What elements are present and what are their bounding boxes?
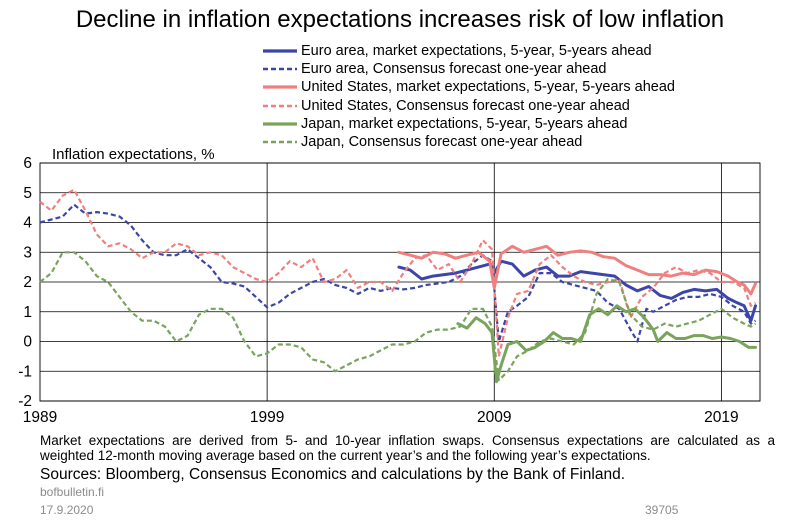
series-line — [39, 188, 757, 358]
series-line — [456, 304, 757, 384]
y-tick-label: 6 — [23, 155, 32, 172]
legend-swatch — [263, 68, 297, 71]
y-tick-label: -1 — [18, 363, 32, 380]
legend-item: Euro area, market expectations, 5-year, … — [262, 42, 675, 60]
legend-swatch — [263, 140, 297, 144]
x-tick-label: 1989 — [23, 409, 57, 426]
series-line — [397, 244, 757, 296]
y-tick-label: 5 — [23, 185, 32, 202]
legend-swatch — [263, 122, 297, 126]
series-line — [397, 259, 757, 323]
legend-label: United States, Consensus forecast one-ye… — [301, 97, 630, 114]
legend-label: Euro area, Consensus forecast one-year a… — [301, 61, 607, 78]
legend-label: Euro area, market expectations, 5-year, … — [301, 43, 652, 59]
y-tick-label: 1 — [23, 304, 32, 321]
legend-swatch — [263, 85, 297, 90]
legend-label: Japan, Consensus forecast one-year ahead — [301, 133, 583, 150]
x-tick-label: 1999 — [250, 409, 284, 426]
legend-label: Japan, market expectations, 5-year, 5-ye… — [301, 115, 628, 132]
legend-item: Japan, Consensus forecast one-year ahead — [262, 133, 675, 151]
chart-id: 39705 — [645, 503, 679, 517]
y-tick-label: -2 — [18, 393, 32, 410]
y-tick-label: 2 — [23, 274, 32, 291]
chart-title: Decline in inflation expectations increa… — [75, 6, 725, 33]
y-tick-label: 4 — [23, 215, 32, 232]
legend-item: Euro area, Consensus forecast one-year a… — [262, 60, 675, 78]
legend-item: United States, Consensus forecast one-ye… — [262, 97, 675, 115]
x-tick-label: 2009 — [477, 409, 511, 426]
footnote: Market expectations are derived from 5- … — [40, 433, 775, 463]
legend-swatch — [263, 104, 297, 107]
series-line — [39, 203, 757, 343]
sources: Sources: Bloomberg, Consensus Economics … — [40, 466, 626, 483]
legend: Euro area, market expectations, 5-year, … — [262, 42, 675, 151]
y-tick-label: 0 — [23, 334, 32, 351]
date-label: 17.9.2020 — [40, 503, 94, 517]
series-line — [39, 251, 757, 382]
legend-item: United States, market expectations, 5-ye… — [262, 78, 675, 96]
legend-item: Japan, market expectations, 5-year, 5-ye… — [262, 115, 675, 133]
site-label: bofbulletin.fi — [40, 485, 105, 499]
y-axis-label: Inflation expectations, % — [52, 146, 215, 163]
x-tick-label: 2019 — [704, 409, 738, 426]
legend-label: United States, market expectations, 5-ye… — [301, 79, 675, 96]
y-tick-label: 3 — [23, 244, 32, 261]
legend-swatch — [263, 49, 297, 53]
